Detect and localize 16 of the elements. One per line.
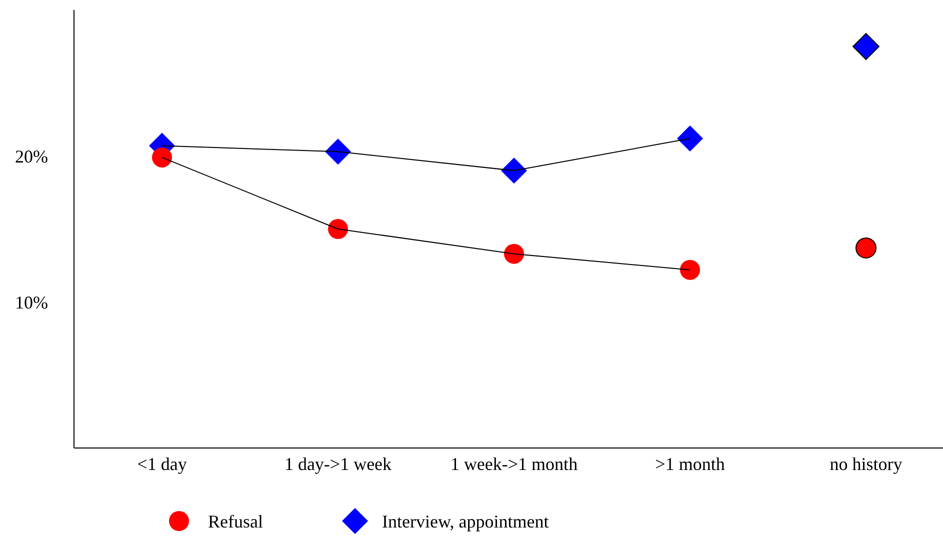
x-tick-label: >1 month xyxy=(655,454,725,474)
point xyxy=(504,244,524,264)
point xyxy=(501,158,527,184)
x-tick-label: no history xyxy=(830,454,902,474)
point xyxy=(680,260,700,280)
x-tick-label: 1 week->1 month xyxy=(450,454,578,474)
point xyxy=(677,125,703,152)
x-tick-label: <1 day xyxy=(137,454,187,474)
y-tick-label: 10% xyxy=(15,292,48,312)
y-tick-label: 20% xyxy=(15,146,48,166)
x-tick-label: 1 day->1 week xyxy=(284,454,392,474)
point xyxy=(328,219,348,239)
point xyxy=(325,138,351,165)
legend-label: Interview, appointment xyxy=(382,511,549,532)
legend-label: Refusal xyxy=(208,511,263,532)
point xyxy=(152,147,172,168)
